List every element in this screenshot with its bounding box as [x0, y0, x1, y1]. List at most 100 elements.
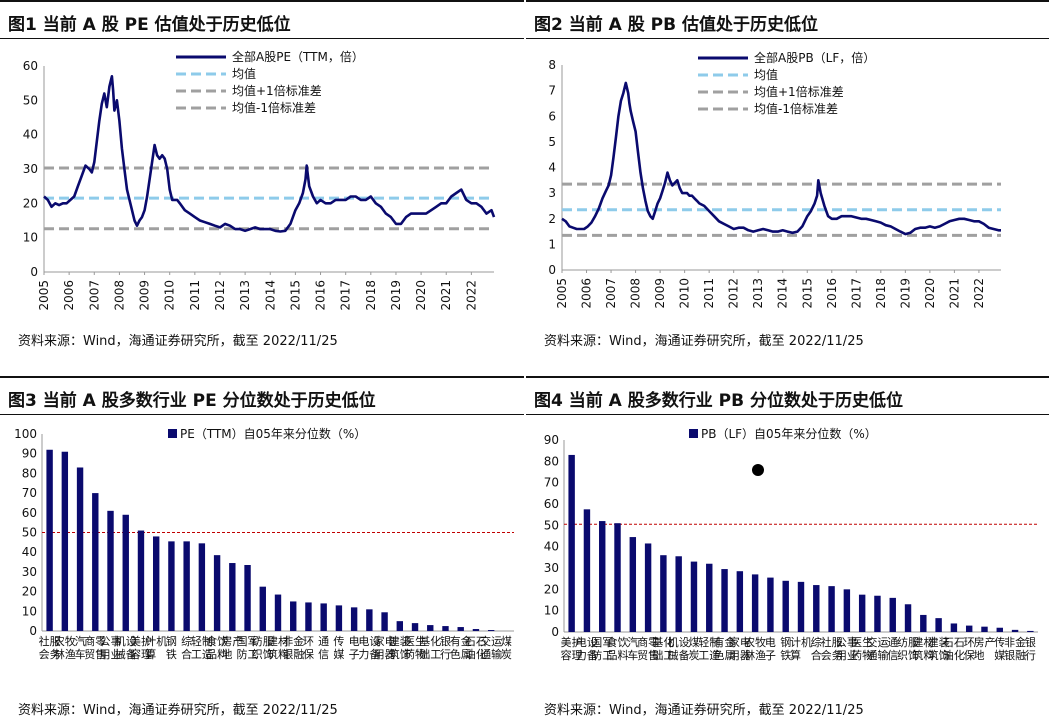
pe-x-tick-label: 2015	[288, 280, 302, 311]
pb-line-chart: 0 1 2 3 4 5 6 7 8 2005 2006 2007 2008 2009 2010 2011 201…	[548, 50, 1001, 309]
pe-percentile-bar-chart: 0 10 20 30 40 50 60 70 80 90 100 社会服务农林牧渔汽车商贸零售公用事业…	[14, 426, 514, 661]
pb-x-tick-label: 2020	[923, 278, 937, 309]
pe-bar-category-label: 基础化工	[419, 634, 441, 661]
pe-bar-category-label: 国防军工	[237, 635, 259, 661]
pb-y-tick-label: 7	[548, 84, 556, 98]
pb-bar-bar	[874, 595, 881, 632]
pe-bar-y-tick-label: 40	[22, 545, 37, 559]
pe-bar-y-tick-label: 30	[22, 565, 37, 579]
pe-x-tick-label: 2022	[464, 280, 478, 311]
pe-bar-y-tick-label: 80	[22, 466, 37, 480]
pb-bar-category-label: 银行	[1025, 635, 1036, 662]
pe-bar-category-label: 食品饮料	[206, 634, 228, 661]
pb-y-tick-label: 3	[548, 186, 556, 200]
pe-bar-category-label: 美容护理	[130, 634, 152, 661]
pb-x-tick-label: 2015	[800, 278, 814, 309]
pb-bar-y-tick-label: 90	[544, 433, 559, 447]
pb-bar-category-label: 机械设备	[668, 635, 690, 662]
pb-bar-category-label: 家用电器	[729, 635, 751, 662]
pe-bar-category-label: 银行	[440, 634, 451, 661]
black-dot-marker	[752, 464, 764, 476]
pb-legend-label: 全部A股PB（LF，倍）	[754, 50, 875, 65]
pe-x-tick-label: 2013	[238, 280, 252, 311]
pb-series-line	[561, 81, 1001, 236]
pb-x-tick-label: 2007	[604, 278, 618, 309]
pe-bar-bar	[457, 627, 464, 631]
pe-legend-label: 均值-1倍标准差	[232, 100, 316, 115]
pb-bar-y-tick-label: 70	[544, 476, 559, 490]
pe-bar-bar	[290, 601, 297, 631]
pe-bar-bar	[107, 510, 114, 631]
pb-bar-category-label: 社会服务	[821, 635, 843, 662]
pe-x-tick-label: 2012	[213, 280, 227, 311]
pb-bar-bar	[736, 571, 744, 632]
pe-bar-category-label: 房地产	[221, 634, 243, 661]
pb-bar-category-label: 交通运输	[866, 635, 888, 662]
pb-bar-bar	[828, 586, 835, 632]
pb-y-tick-label: 8	[548, 58, 556, 72]
pb-bar-bar	[568, 454, 575, 632]
figure-1-title-bar: 图1 当前 A 股 PE 估值处于历史低位	[0, 0, 524, 39]
pe-bar-bar	[168, 541, 175, 631]
pe-bar-category-label: 环保	[303, 635, 314, 661]
pe-bar-category-label: 家用电器	[374, 634, 396, 661]
pe-y-tick-label: 50	[23, 93, 38, 107]
pe-bar-category-label: 农林牧渔	[54, 634, 76, 661]
pe-bar-category-label: 电力设备	[358, 635, 380, 661]
pe-x-tick-label: 2018	[364, 280, 378, 311]
pb-bar-category-label: 食品饮料	[607, 635, 629, 662]
pb-bar-bar	[858, 594, 866, 632]
pe-bar-category-label: 非银金融	[282, 634, 304, 661]
pb-bar-bar	[660, 555, 667, 632]
pe-bar-bar	[122, 514, 129, 631]
pb-bar-bar	[721, 569, 728, 632]
pe-x-tick-label: 2007	[87, 280, 101, 311]
pe-x-tick-label: 2017	[339, 280, 353, 311]
figure-2-panel: 图2 当前 A 股 PB 估值处于历史低位 0 1 2 3 4 5 6 7 8 2005 2006 2…	[526, 0, 1049, 360]
pb-y-tick-label: 6	[548, 109, 556, 123]
figure-2-title-bar: 图2 当前 A 股 PB 估值处于历史低位	[526, 0, 1049, 39]
pe-bar-bar	[183, 541, 190, 631]
pb-bar-category-label: 公用事业	[836, 636, 858, 662]
pb-bar-bar	[767, 577, 774, 632]
pe-bar-category-label: 计算机	[145, 634, 167, 661]
pe-bar-category-label: 煤炭	[501, 635, 512, 661]
pb-bar-category-label: 通信	[887, 636, 898, 662]
pb-x-tick-label: 2021	[947, 278, 961, 309]
pe-x-tick-label: 2014	[263, 280, 277, 311]
pe-x-tick-label: 2021	[439, 280, 453, 311]
pb-x-tick-label: 2005	[555, 278, 569, 309]
pb-bar-y-tick-label: 50	[544, 518, 559, 532]
pb-bar-category-label: 煤炭	[688, 636, 699, 662]
pe-y-tick-label: 10	[23, 231, 38, 245]
figure-3-title-bar: 图3 当前 A 股多数行业 PE 分位数处于历史低位	[0, 376, 524, 415]
pb-bar-legend-label: PB（LF）自05年来分位数（%）	[701, 426, 877, 441]
pe-y-tick-label: 40	[23, 128, 38, 142]
pb-bar-y-tick-label: 10	[544, 604, 559, 618]
figure-1-panel: 图1 当前 A 股 PE 估值处于历史低位 0 10 20 30 40 50 60 2005 2…	[0, 0, 524, 360]
pb-bar-y-tick-label: 60	[544, 497, 559, 511]
pe-bar-bar	[92, 493, 99, 631]
pe-bar-bar	[381, 612, 388, 631]
pb-bar-y-tick-label: 40	[544, 540, 559, 554]
pb-bar-bar	[782, 580, 789, 632]
pb-x-tick-label: 2017	[849, 278, 863, 309]
pb-bar-category-label: 轻工制造	[698, 635, 720, 662]
pb-y-tick-label: 2	[548, 212, 556, 226]
pb-x-tick-label: 2016	[825, 278, 839, 309]
pe-bar-category-label: 轻工制造	[191, 634, 213, 661]
pb-bar-category-label: 纺织服饰	[897, 635, 919, 662]
pb-legend-label: 均值-1倍标准差	[754, 101, 838, 116]
pb-bar-category-label: 医药生物	[851, 635, 873, 662]
pb-bar-category-label: 电子	[765, 636, 776, 662]
pe-bar-bar	[244, 565, 251, 631]
pe-bar-bar	[366, 609, 373, 631]
pe-bar-bar	[46, 449, 53, 631]
pb-bar-category-label: 美容护理	[561, 635, 583, 662]
pe-legend-label: 全部A股PE（TTM，倍）	[232, 49, 364, 64]
pb-bar-bar	[599, 521, 606, 632]
pb-bar-category-label: 建筑装饰	[928, 635, 950, 662]
figure-4-panel: 图4 当前 A 股多数行业 PB 分位数处于历史低位 0 10 20 30 40 50 60…	[526, 376, 1049, 719]
pe-x-tick-label: 2011	[188, 280, 202, 311]
pb-bar-bar	[583, 509, 591, 632]
